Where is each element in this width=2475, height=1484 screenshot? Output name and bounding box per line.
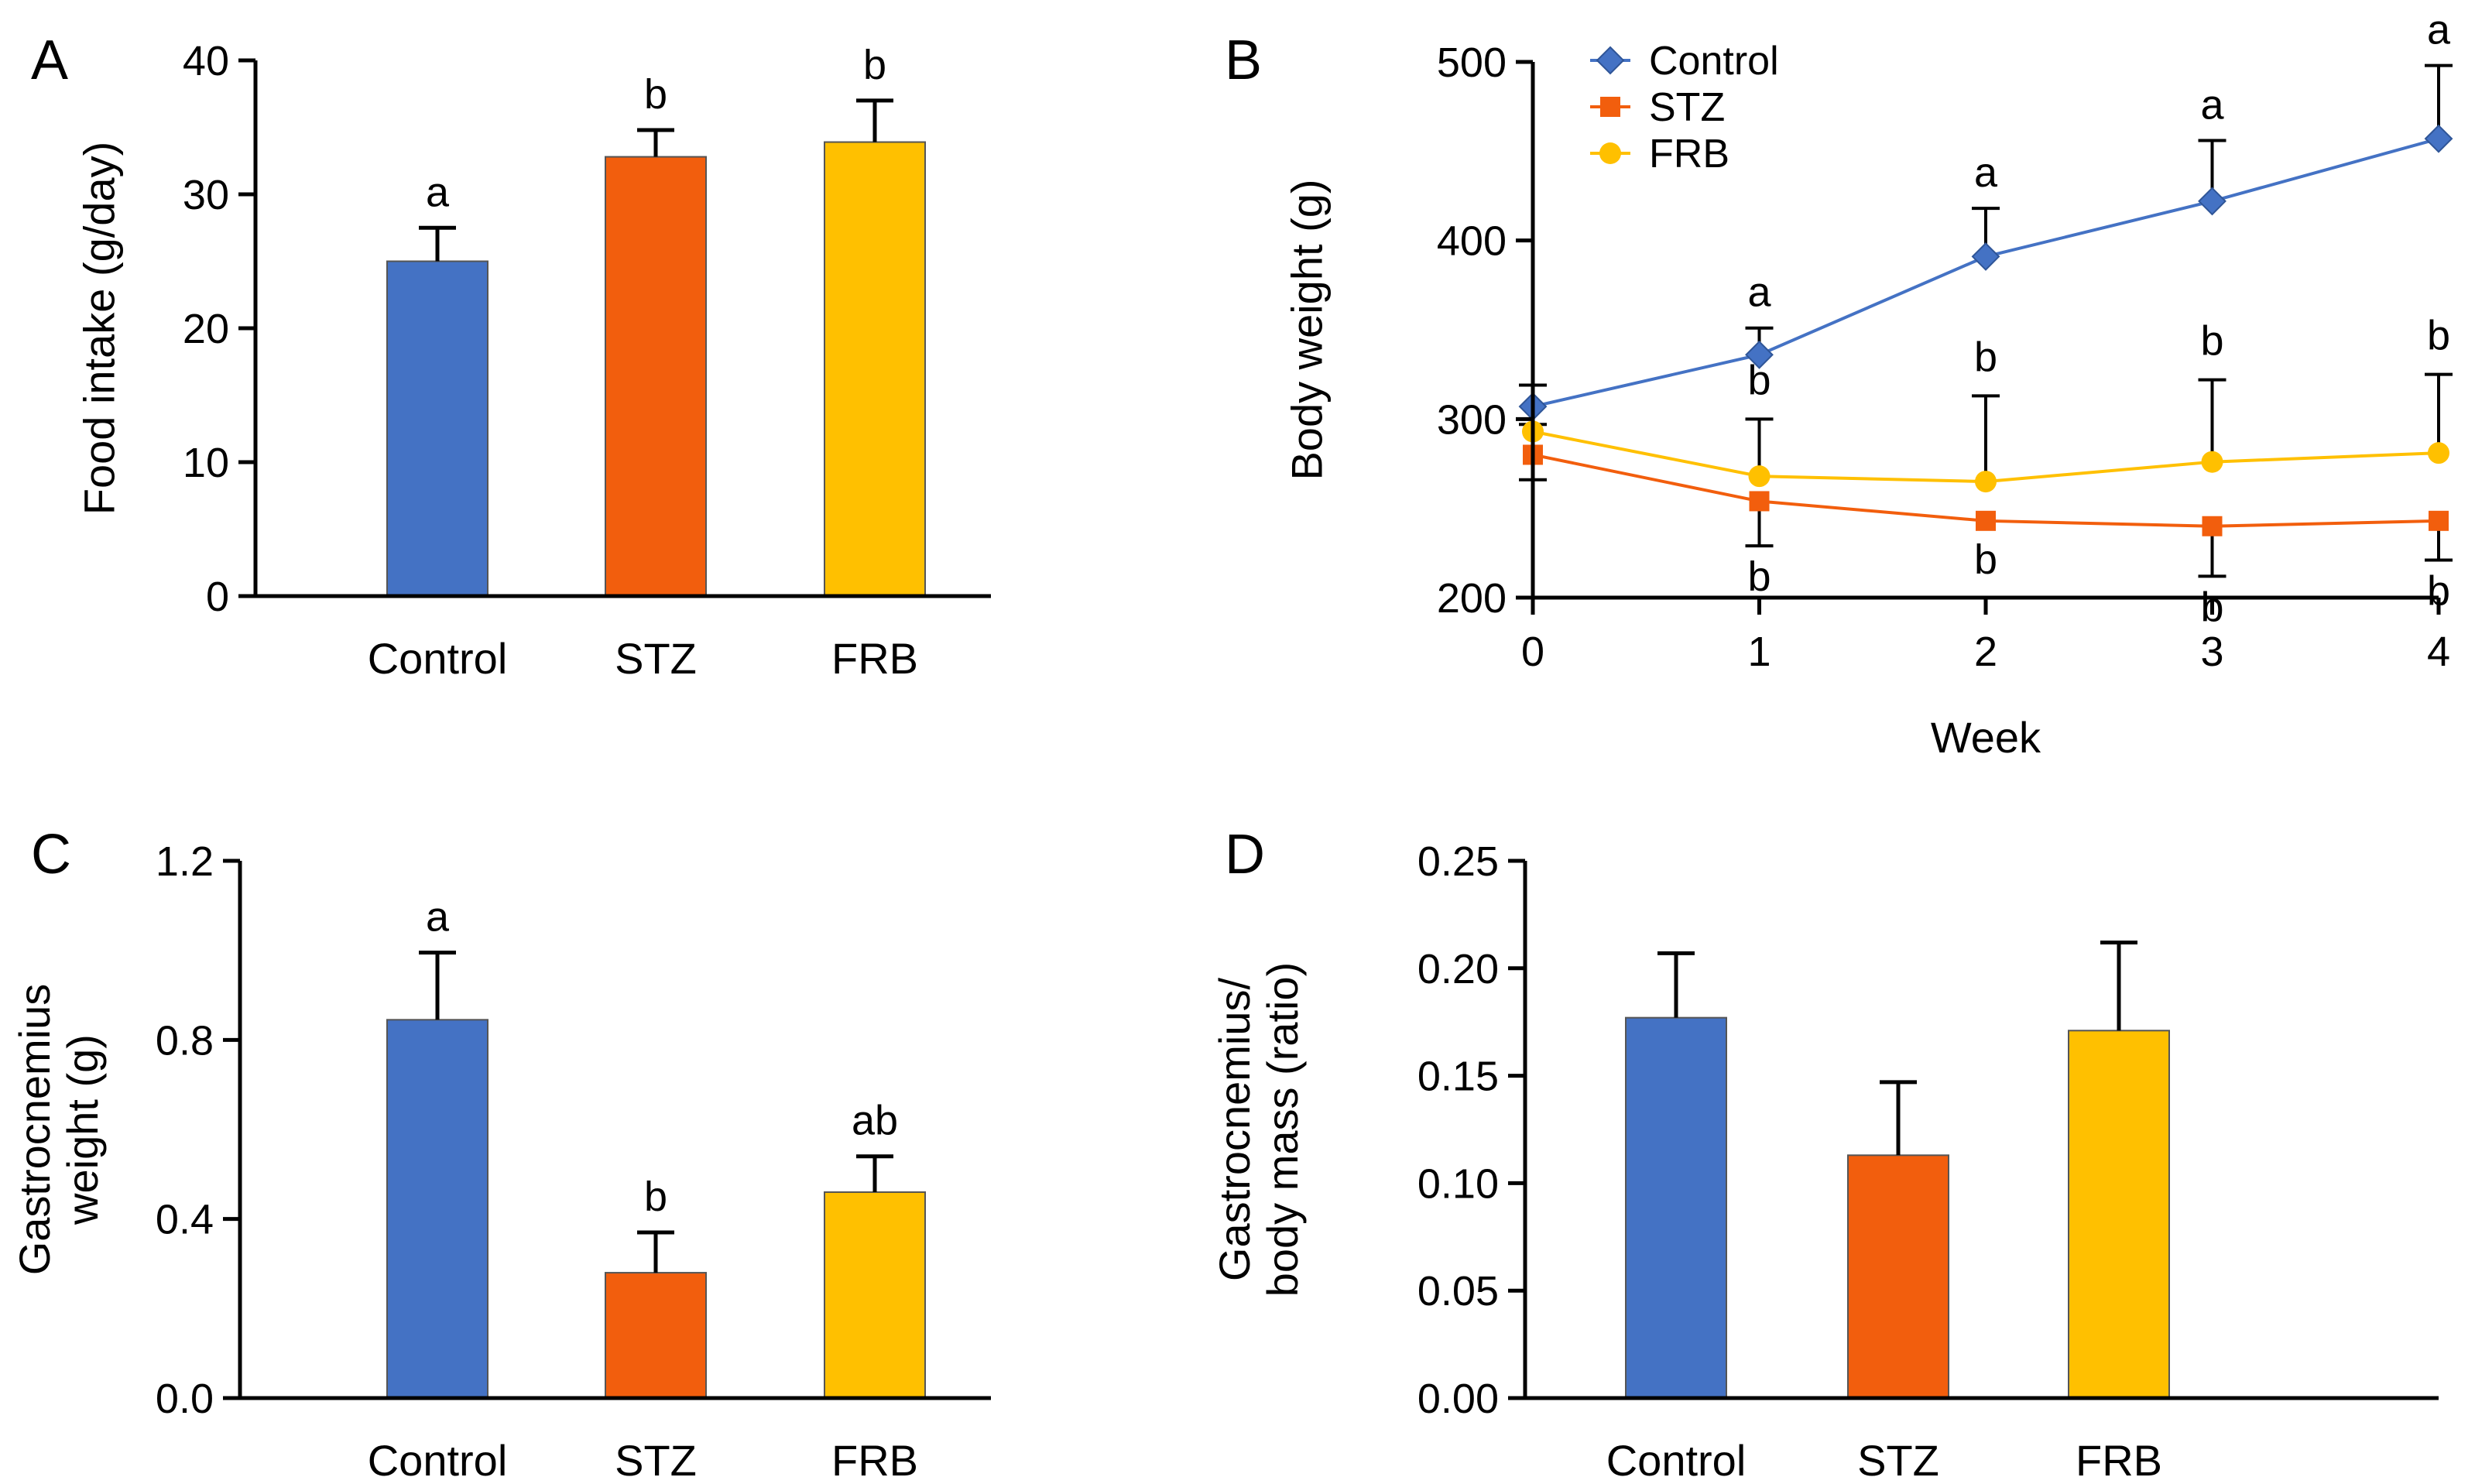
bar-control [1625, 1016, 1727, 1399]
significance-label: b [644, 71, 667, 118]
panel-d: D Gastrocnemius/body mass (ratio) Control S… [1210, 824, 2439, 1484]
bar-stz [605, 1272, 707, 1399]
significance-label: a [426, 894, 450, 941]
x-tick-label: 2 [1974, 629, 1997, 675]
bar-stz [605, 156, 707, 597]
x-tick-label: 0 [1521, 629, 1544, 675]
x-axis-title: Week [1931, 713, 2041, 762]
panel-label: A [31, 29, 68, 91]
x-category-label: STZ [1857, 1436, 1939, 1484]
significance-label: b [2200, 318, 2223, 365]
bar-control [386, 260, 488, 597]
panel-label: D [1225, 824, 1265, 886]
y-tick-label: 30 [183, 172, 229, 218]
y-axis-title-line: weight (g) [58, 1034, 107, 1225]
legend-label: STZ [1649, 85, 1725, 130]
significance-label: ab [852, 1098, 898, 1144]
significance-label: b [1747, 554, 1771, 600]
y-tick-label: 0.00 [1417, 1376, 1499, 1422]
y-tick-label: 0.20 [1417, 946, 1499, 992]
significance-label: b [1974, 536, 1997, 583]
point-control [2424, 124, 2453, 153]
y-axis-title-line: Gastrocnemius/ [1210, 977, 1259, 1281]
significance-label: a [2427, 7, 2451, 53]
y-tick-label: 0.05 [1417, 1268, 1499, 1314]
bar-frb [824, 141, 926, 597]
x-category-label: FRB [2076, 1436, 2162, 1484]
significance-label: a [1974, 149, 1998, 196]
y-tick-label: 400 [1437, 218, 1507, 265]
y-tick-label: 0.4 [156, 1197, 214, 1243]
y-tick-label: 0 [206, 574, 229, 620]
bar-frb [2068, 1030, 2170, 1399]
y-tick-label: 1.2 [156, 838, 214, 885]
panel-label: B [1225, 29, 1262, 91]
point-control [1971, 242, 2000, 271]
bar-control [386, 1019, 488, 1400]
significance-label: b [644, 1174, 667, 1220]
point-control [1745, 340, 1774, 369]
y-tick-label: 40 [183, 38, 229, 84]
legend-marker-frb [1599, 142, 1621, 164]
y-tick-label: 200 [1437, 575, 1507, 622]
legend-marker-control [1596, 46, 1625, 75]
x-category-label: FRB [831, 1436, 918, 1484]
y-tick-label: 0.8 [156, 1017, 214, 1064]
y-tick-label: 300 [1437, 396, 1507, 443]
x-tick-label: 1 [1747, 629, 1771, 675]
bar-stz [1847, 1154, 1949, 1399]
y-tick-label: 0.0 [156, 1376, 214, 1422]
point-frb [1748, 465, 1771, 488]
point-frb [2201, 451, 2223, 473]
significance-label: b [863, 42, 886, 88]
point-control [2198, 187, 2226, 216]
y-axis-title-line: body mass (ratio) [1258, 962, 1307, 1297]
significance-label: b [1974, 334, 1997, 380]
significance-label: b [2427, 313, 2450, 359]
significance-label: a [426, 169, 450, 215]
point-stz [1749, 491, 1770, 512]
y-tick-label: 0.25 [1417, 838, 1499, 885]
y-tick-label: 0.15 [1417, 1054, 1499, 1100]
y-axis-title: Body weight (g) [1283, 179, 1332, 480]
significance-label: a [1747, 269, 1771, 316]
point-frb [2428, 442, 2449, 464]
x-tick-label: 4 [2427, 629, 2450, 675]
y-axis-title: Food intake (g/day) [75, 142, 124, 515]
point-stz [2202, 516, 2223, 536]
y-axis-title-line: Gastrocnemius [10, 984, 59, 1276]
panel-label: C [31, 824, 71, 886]
x-category-label: Control [1606, 1436, 1747, 1484]
significance-label: a [2200, 81, 2224, 128]
y-tick-label: 500 [1437, 39, 1507, 86]
point-frb [1975, 471, 1997, 493]
significance-label: b [1747, 357, 1771, 403]
legend-label: Control [1649, 39, 1779, 84]
x-category-label: STZ [615, 634, 697, 683]
panel-c: C Gastrocnemius weight (g) a Control b STZ ab FR… [10, 824, 991, 1484]
point-stz [2429, 510, 2449, 531]
point-stz [1976, 510, 1996, 531]
legend-marker-stz [1600, 97, 1620, 117]
y-tick-label: 10 [183, 440, 229, 486]
y-tick-label: 20 [183, 306, 229, 352]
legend-label: FRB [1649, 132, 1729, 177]
x-category-label: FRB [831, 634, 918, 683]
x-category-label: Control [368, 1436, 508, 1484]
y-tick-label: 0.10 [1417, 1160, 1499, 1207]
panel-a: A Food intake (g/day) a Control b STZ b FRB 0 10 2… [31, 29, 991, 683]
x-tick-label: 3 [2200, 629, 2223, 675]
bar-frb [824, 1191, 926, 1399]
x-category-label: STZ [615, 1436, 697, 1484]
x-category-label: Control [368, 634, 508, 683]
